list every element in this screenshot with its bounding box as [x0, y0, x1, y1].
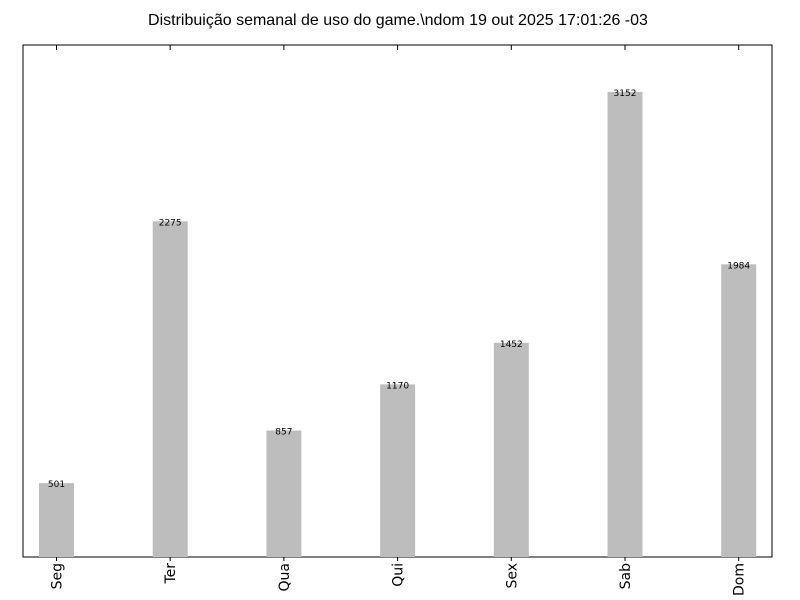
x-ticks-layer: Seg Ter Qua Qui Sex Sab Dom [50, 45, 748, 596]
bar-sex [493, 342, 529, 557]
x-tick-label-qui: Qui [391, 563, 407, 587]
x-tick-label-sex: Sex [504, 563, 520, 589]
x-tick-label-seg: Seg [50, 563, 66, 589]
bar-value-label-seg: 501 [48, 480, 65, 490]
bar-value-label-sab: 3152 [614, 89, 637, 99]
x-tick-label-dom: Dom [732, 563, 748, 596]
x-tick-label-qua: Qua [277, 563, 293, 591]
chart-title: Distribuição semanal de uso do game.\ndo… [148, 12, 648, 29]
bar-dom [721, 264, 757, 557]
bar-value-label-ter: 2275 [159, 218, 182, 228]
bar-seg [39, 483, 74, 557]
bars-layer: 501 2275 857 1170 1452 3152 1984 [39, 89, 757, 558]
x-tick-label-ter: Ter [163, 563, 179, 585]
bar-value-label-sex: 1452 [500, 340, 523, 350]
bar-value-label-qui: 1170 [386, 381, 409, 391]
x-tick-label-sab: Sab [618, 563, 634, 589]
bar-value-label-qua: 857 [275, 428, 292, 438]
bar-qua [266, 430, 302, 557]
bar-sab [607, 91, 643, 558]
bar-value-label-dom: 1984 [727, 261, 750, 271]
bar-ter [152, 221, 188, 558]
bar-qui [380, 384, 416, 557]
